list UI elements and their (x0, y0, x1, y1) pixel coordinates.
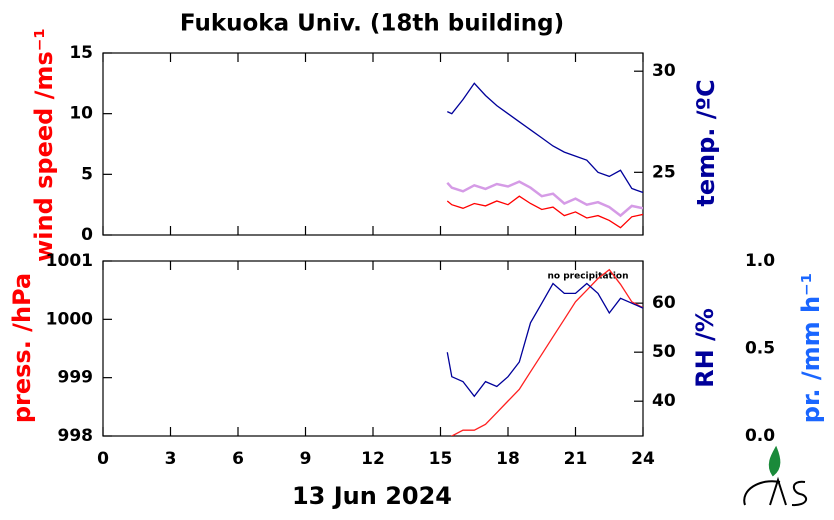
y-tick-label: 1000 (46, 309, 93, 329)
y2-axis-label: temp. /ºC (692, 79, 720, 206)
y2-tick-label: 50 (652, 342, 676, 362)
y-tick-label: 1001 (46, 251, 93, 271)
y2-axis-label: RH /% (691, 308, 719, 388)
y2-tick-label: 40 (652, 391, 676, 411)
y-tick-label: 5 (81, 164, 93, 184)
y-axis-label: press. /hPa (8, 273, 36, 423)
y-axis-label: wind speed /ms⁻¹ (30, 28, 58, 262)
x-tick-label: 9 (300, 449, 312, 469)
y2-tick-label: 25 (652, 162, 676, 182)
x-tick-label: 24 (631, 449, 655, 469)
y3-tick-label: 0.5 (745, 339, 775, 359)
chart-title: Fukuoka Univ. (18th building) (180, 11, 564, 37)
annotation: no precipitation (547, 272, 628, 282)
series-line (446, 195, 643, 229)
x-tick-label: 12 (361, 449, 385, 469)
x-tick-label: 3 (165, 449, 177, 469)
series-line (446, 180, 643, 218)
x-tick-label: 18 (496, 449, 520, 469)
y3-tick-label: 1.0 (745, 251, 775, 271)
x-tick-label: 15 (429, 449, 453, 469)
x-axis-label: 13 Jun 2024 (292, 482, 452, 510)
x-tick-label: 6 (232, 449, 244, 469)
y-tick-label: 10 (69, 104, 93, 124)
y2-tick-label: 60 (652, 293, 676, 313)
y3-tick-label: 0.0 (745, 426, 775, 446)
y-tick-label: 999 (58, 368, 94, 388)
y-tick-label: 15 (69, 43, 93, 63)
y3-axis-label: pr. /mm h⁻¹ (797, 273, 825, 423)
y-tick-label: 0 (81, 225, 93, 245)
plot-frame (102, 52, 644, 236)
series-line (447, 82, 643, 194)
y-tick-label: 998 (58, 426, 94, 446)
y2-tick-label: 30 (652, 61, 676, 81)
logo (743, 445, 808, 507)
series-line (450, 268, 643, 436)
plot-frame (102, 260, 644, 437)
series-line (446, 282, 643, 398)
x-tick-label: 0 (97, 449, 109, 469)
x-tick-label: 21 (564, 449, 588, 469)
